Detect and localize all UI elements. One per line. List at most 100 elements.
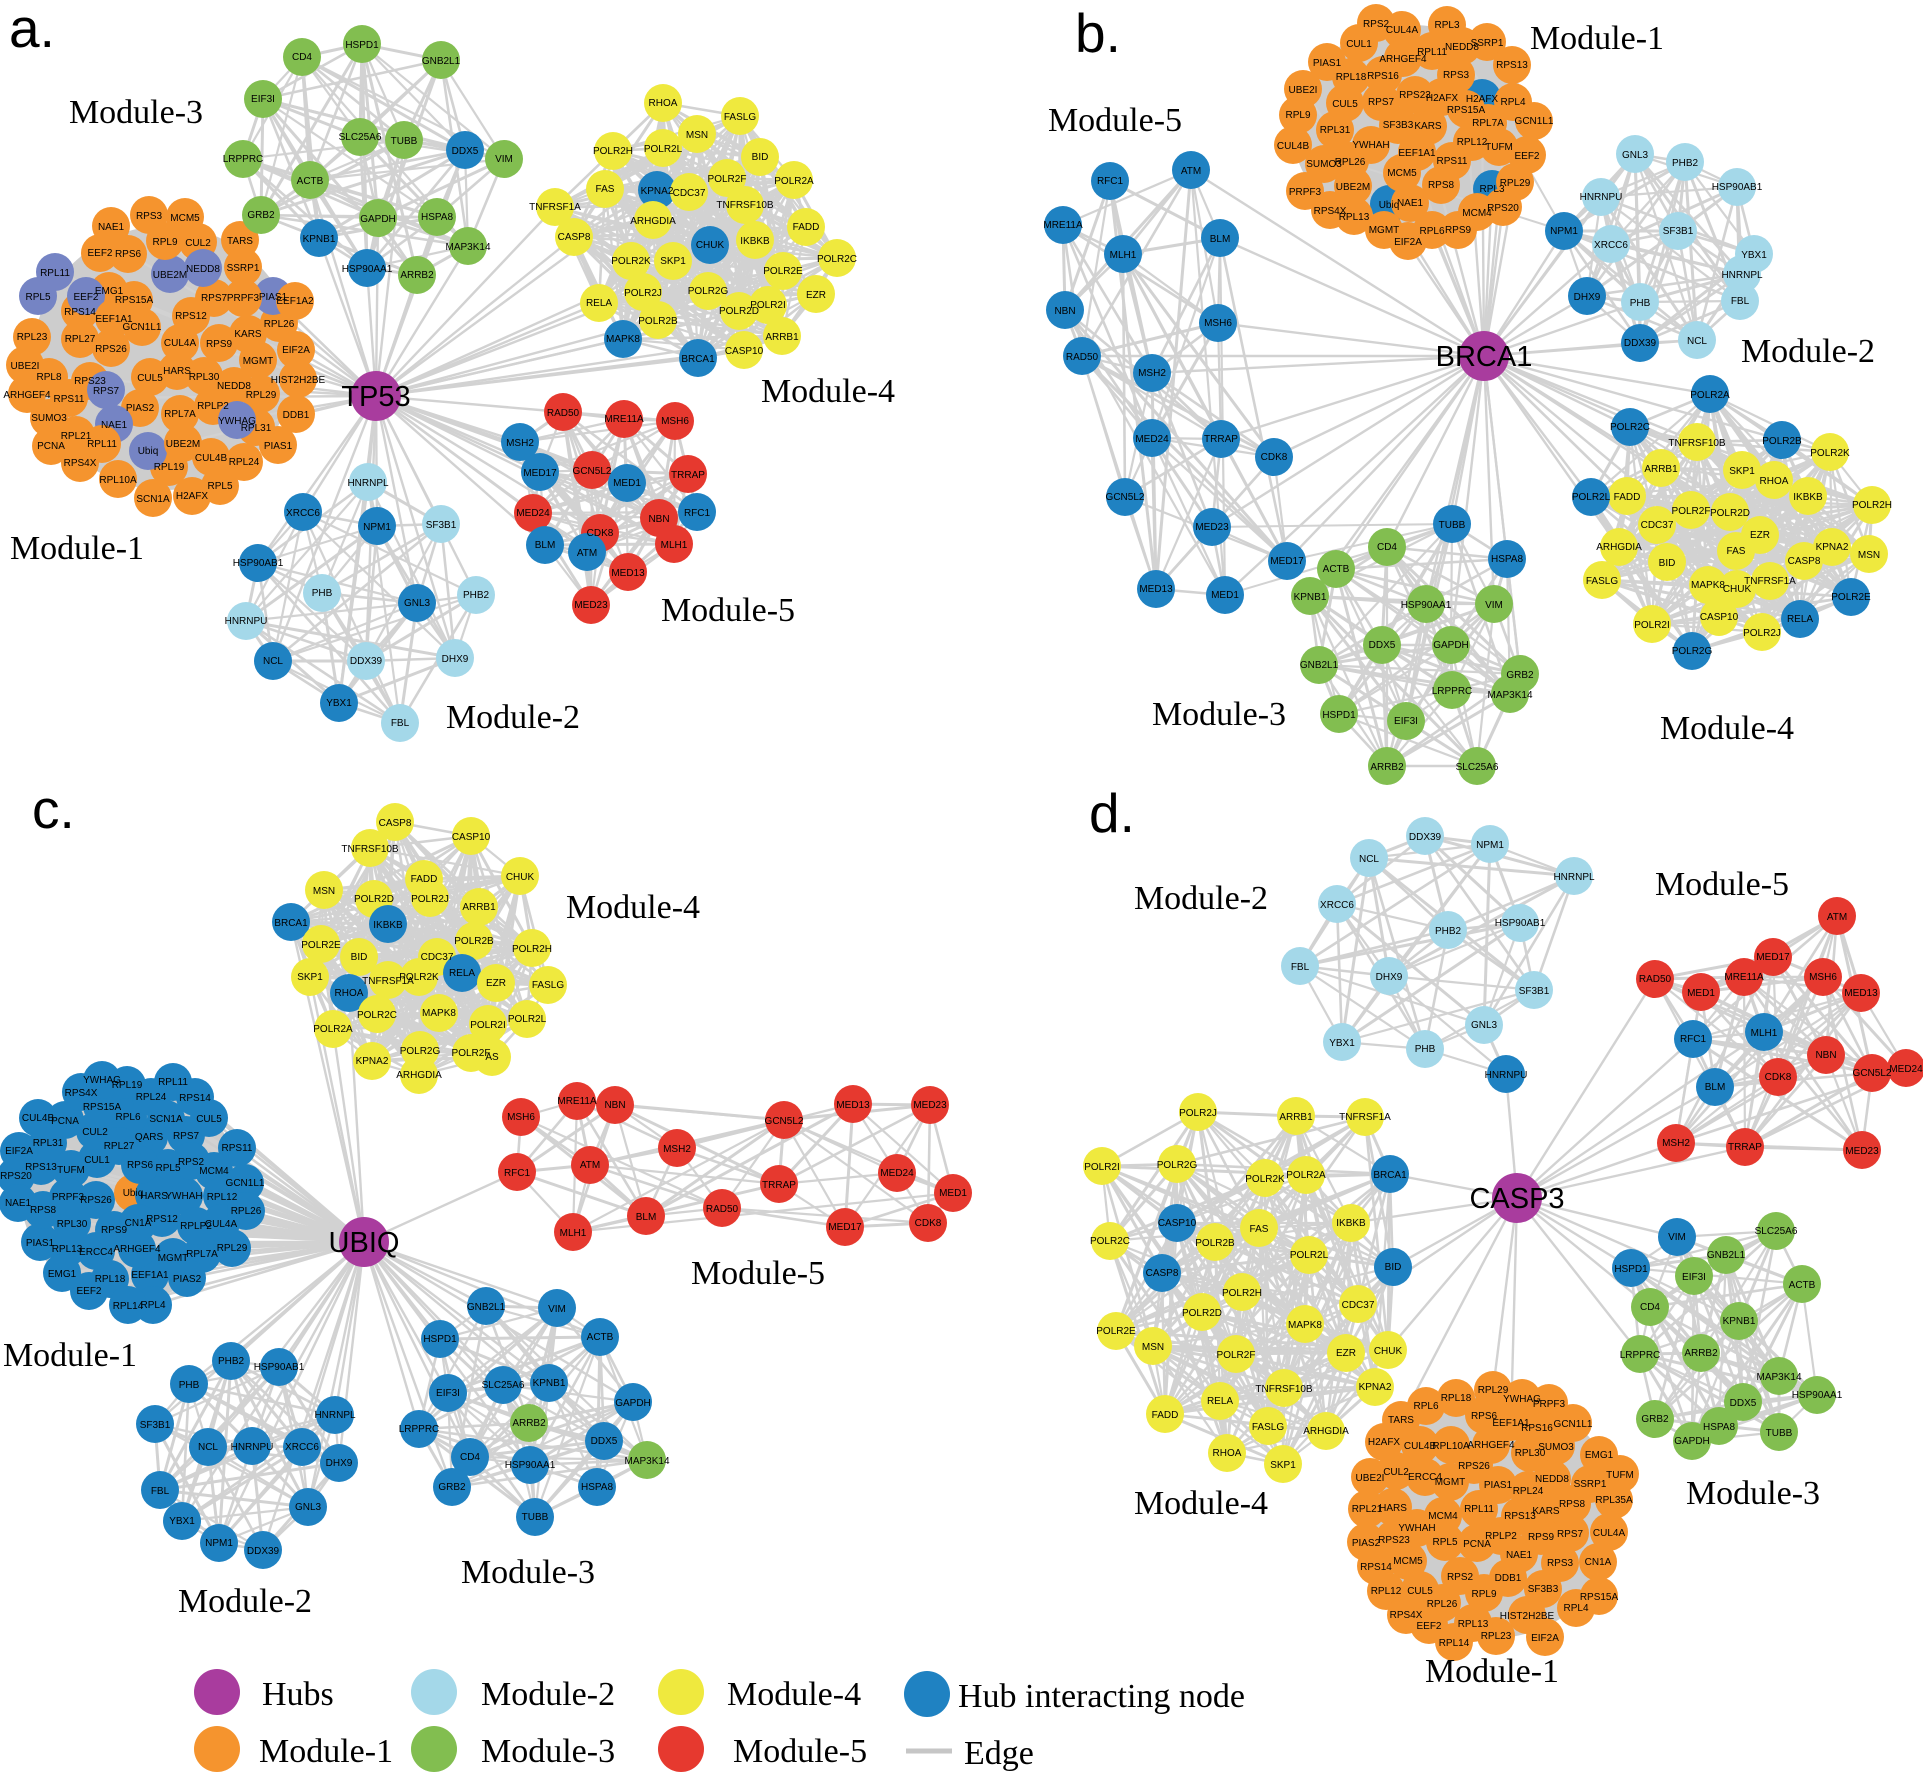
svg-text:MED13: MED13: [836, 1100, 870, 1111]
svg-text:TRRAP: TRRAP: [671, 470, 705, 481]
svg-text:RPL29: RPL29: [246, 390, 277, 401]
svg-text:QARS: QARS: [135, 1132, 164, 1143]
svg-text:Module-3: Module-3: [1686, 1475, 1820, 1512]
svg-text:CDC37: CDC37: [421, 952, 454, 963]
svg-text:GCN1L1: GCN1L1: [123, 322, 162, 333]
svg-text:CDC37: CDC37: [1641, 520, 1674, 531]
svg-text:UBE2I: UBE2I: [1289, 85, 1318, 96]
svg-text:YWHAG: YWHAG: [83, 1075, 121, 1086]
svg-text:EIF2A: EIF2A: [5, 1146, 33, 1157]
svg-text:MAPK8: MAPK8: [606, 334, 640, 345]
svg-text:VIM: VIM: [548, 1304, 566, 1315]
svg-text:RPS7: RPS7: [1557, 1529, 1584, 1540]
svg-text:CDC37: CDC37: [673, 188, 706, 199]
svg-text:RPL19: RPL19: [154, 462, 185, 473]
svg-text:HSP90AA1: HSP90AA1: [342, 264, 393, 275]
svg-text:RPS4X: RPS4X: [1390, 1610, 1423, 1621]
svg-text:RPS7: RPS7: [93, 386, 120, 397]
svg-text:FADD: FADD: [793, 222, 820, 233]
svg-text:MED13: MED13: [611, 568, 645, 579]
svg-text:EEF1A1: EEF1A1: [131, 1270, 169, 1281]
svg-text:GCN5L2: GCN5L2: [573, 466, 612, 477]
svg-text:POLR2L: POLR2L: [1572, 492, 1611, 503]
svg-text:EEF2: EEF2: [1416, 1621, 1441, 1632]
svg-text:Module-2: Module-2: [1741, 333, 1875, 370]
svg-text:MED1: MED1: [613, 478, 641, 489]
svg-text:RPS23: RPS23: [74, 376, 106, 387]
svg-text:RPS13: RPS13: [1504, 1511, 1536, 1522]
svg-text:POLR2G: POLR2G: [1157, 1160, 1198, 1171]
svg-text:SF3B3: SF3B3: [1528, 1584, 1559, 1595]
svg-text:POLR2E: POLR2E: [1096, 1326, 1136, 1337]
svg-text:ATM: ATM: [577, 548, 597, 559]
svg-text:NEDD8: NEDD8: [1445, 42, 1479, 53]
svg-text:RPL24: RPL24: [136, 1092, 167, 1103]
svg-text:RPL14: RPL14: [113, 1301, 144, 1312]
svg-text:PHB2: PHB2: [1435, 926, 1462, 937]
svg-text:POLR2K: POLR2K: [1810, 448, 1850, 459]
svg-text:TRRAP: TRRAP: [762, 1180, 796, 1191]
svg-text:SSRP1: SSRP1: [1574, 1479, 1607, 1490]
svg-text:POLR2F: POLR2F: [1217, 1350, 1256, 1361]
svg-text:CN1A: CN1A: [1585, 1557, 1612, 1568]
svg-text:GRB2: GRB2: [438, 1482, 466, 1493]
svg-text:Module-1: Module-1: [1425, 1653, 1559, 1690]
svg-text:RPS16: RPS16: [1521, 1423, 1553, 1434]
svg-text:RPL10A: RPL10A: [1432, 1441, 1470, 1452]
svg-text:ARRB2: ARRB2: [512, 1418, 546, 1429]
svg-text:MGMT: MGMT: [1435, 1477, 1466, 1488]
svg-text:CUL2: CUL2: [185, 238, 211, 249]
svg-text:SUMO3: SUMO3: [1538, 1442, 1574, 1453]
svg-text:MED1: MED1: [939, 1188, 967, 1199]
svg-text:LRPPRC: LRPPRC: [1432, 686, 1473, 697]
svg-text:POLR2A: POLR2A: [774, 176, 814, 187]
svg-text:CASP10: CASP10: [1158, 1218, 1197, 1229]
svg-text:GCN5L2: GCN5L2: [765, 1116, 804, 1127]
svg-text:RPL29: RPL29: [1500, 178, 1531, 189]
svg-text:CASP3: CASP3: [1469, 1183, 1564, 1215]
svg-text:PIAS2: PIAS2: [173, 1274, 202, 1285]
svg-text:d.: d.: [1089, 782, 1135, 844]
svg-text:RPS8: RPS8: [1428, 180, 1455, 191]
svg-text:MSH6: MSH6: [507, 1112, 535, 1123]
svg-text:RPL13: RPL13: [52, 1244, 83, 1255]
svg-text:RPL5: RPL5: [25, 292, 50, 303]
svg-text:MSH2: MSH2: [506, 438, 534, 449]
svg-text:RPLP2: RPLP2: [197, 401, 229, 412]
svg-text:RPL18: RPL18: [1441, 1393, 1472, 1404]
svg-text:EIF2A: EIF2A: [1531, 1633, 1559, 1644]
svg-text:CUL2: CUL2: [82, 1127, 108, 1138]
svg-text:NCL: NCL: [1687, 336, 1707, 347]
svg-text:RPS8: RPS8: [30, 1205, 57, 1216]
svg-text:POLR2J: POLR2J: [1743, 628, 1781, 639]
svg-text:RPL13: RPL13: [1458, 1619, 1489, 1630]
svg-text:Module-1: Module-1: [259, 1733, 393, 1770]
svg-text:GRB2: GRB2: [247, 210, 275, 221]
svg-text:HSPA8: HSPA8: [1703, 1422, 1735, 1433]
svg-text:MSH6: MSH6: [661, 416, 689, 427]
svg-text:GAPDH: GAPDH: [1433, 640, 1469, 651]
svg-text:POLR2A: POLR2A: [1286, 1170, 1326, 1181]
svg-text:RPL31: RPL31: [241, 423, 272, 434]
svg-text:GCN5L2: GCN5L2: [1853, 1068, 1892, 1079]
svg-text:RPLP2: RPLP2: [1485, 1531, 1517, 1542]
svg-text:Hub interacting node: Hub interacting node: [958, 1678, 1245, 1715]
svg-text:POLR2L: POLR2L: [1290, 1250, 1329, 1261]
svg-text:CDK8: CDK8: [1765, 1072, 1792, 1083]
svg-text:ACTB: ACTB: [1323, 564, 1350, 575]
svg-text:HSPA8: HSPA8: [421, 212, 453, 223]
svg-text:MGMT: MGMT: [243, 356, 274, 367]
svg-text:EZR: EZR: [1750, 530, 1770, 541]
svg-text:SF3B3: SF3B3: [1383, 120, 1414, 131]
svg-text:NBN: NBN: [604, 1100, 625, 1111]
svg-text:ARRB1: ARRB1: [765, 332, 799, 343]
svg-text:PIAS1: PIAS1: [264, 441, 293, 452]
svg-text:RPL18: RPL18: [1336, 72, 1367, 83]
svg-text:EMG1: EMG1: [95, 286, 124, 297]
svg-text:Module-2: Module-2: [481, 1676, 615, 1713]
svg-text:TNFRSF1A: TNFRSF1A: [362, 976, 414, 987]
svg-text:NCL: NCL: [198, 1442, 218, 1453]
svg-text:HIST2H2BE: HIST2H2BE: [1500, 1611, 1555, 1622]
svg-text:POLR2D: POLR2D: [1182, 1308, 1222, 1319]
svg-text:ARHGDIA: ARHGDIA: [396, 1070, 442, 1081]
